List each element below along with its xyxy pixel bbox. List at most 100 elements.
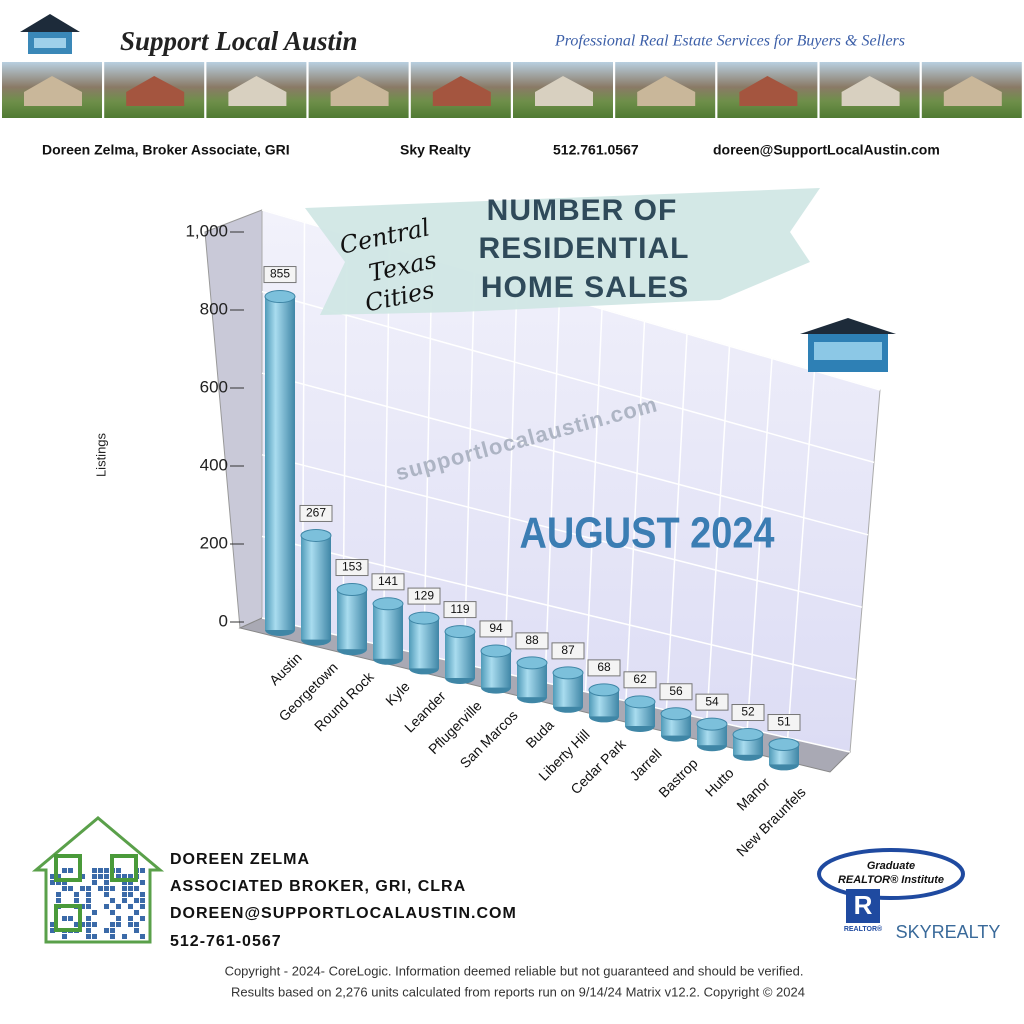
- value-label: 54: [705, 694, 719, 708]
- left-wall: [204, 209, 263, 629]
- qr-cell: [122, 934, 127, 939]
- grid-line: [261, 454, 863, 608]
- x-tick-label: Austin: [266, 649, 305, 688]
- qr-cell: [140, 892, 145, 897]
- qr-cell: [68, 886, 73, 891]
- wall-grid-line: [463, 271, 476, 665]
- value-label-box: [371, 573, 405, 591]
- agent-line: 512-761-0567: [170, 933, 282, 950]
- grid-line: [261, 372, 869, 536]
- qr-finder: [54, 854, 82, 882]
- qr-cell: [62, 934, 67, 939]
- qr-cell: [128, 886, 133, 891]
- x-tick-label: Manor: [733, 774, 773, 814]
- qr-cell: [122, 886, 127, 891]
- x-tick-label: Jarrell: [626, 745, 664, 783]
- qr-cell: [140, 934, 145, 939]
- photo-house: [228, 76, 287, 106]
- qr-cell: [80, 922, 85, 927]
- qr-cell: [128, 904, 133, 909]
- value-label: 52: [741, 705, 755, 719]
- bar-cap: [444, 625, 476, 639]
- value-label: 87: [561, 643, 575, 657]
- qr-cell: [116, 868, 121, 873]
- qr-cell: [50, 880, 55, 885]
- qr-cell: [122, 898, 127, 903]
- photo-house: [739, 76, 798, 106]
- logo-text: Graduate: [867, 860, 915, 872]
- qr-cell: [56, 898, 61, 903]
- qr-cell: [62, 886, 67, 891]
- qr-cell: [110, 898, 115, 903]
- agent-line: DOREEN@SUPPORTLOCALAUSTIN.COM: [170, 905, 517, 922]
- copyright: Copyright - 2024- CoreLogic. Information…: [225, 963, 804, 978]
- realtor-logo: [817, 848, 965, 900]
- qr-cell: [74, 922, 79, 927]
- subtitle: AUGUST 2024: [520, 509, 775, 558]
- qr-cell: [80, 886, 85, 891]
- bar-cap: [768, 738, 800, 752]
- value-label-box: [659, 683, 693, 701]
- contact-company: Sky Realty: [400, 142, 471, 158]
- qr-cell: [122, 892, 127, 897]
- qr-cell: [140, 904, 145, 909]
- y-axis-label: Listings: [93, 432, 108, 477]
- value-label: 56: [669, 684, 683, 698]
- y-tick-label: 1,000: [185, 221, 228, 240]
- x-tick-label: Bastrop: [655, 755, 701, 801]
- qr-cell: [104, 904, 109, 909]
- qr-cell: [92, 934, 97, 939]
- copyright: Results based on 2,276 units calculated …: [231, 984, 805, 999]
- value-label-box: [767, 714, 801, 732]
- qr-cell: [104, 886, 109, 891]
- qr-finder: [54, 904, 82, 932]
- qr-cell: [134, 922, 139, 927]
- value-label: 51: [777, 715, 791, 729]
- qr-cell: [122, 874, 127, 879]
- qr-cell: [116, 874, 121, 879]
- bar-cap: [552, 666, 584, 680]
- y-tick-label: 600: [200, 377, 228, 396]
- brand: Support Local Austin: [120, 26, 358, 56]
- bar-cap: [336, 583, 368, 597]
- tagline: Professional Real Estate Services for Bu…: [554, 33, 905, 50]
- qr-cell: [104, 868, 109, 873]
- bar-cap: [660, 707, 692, 721]
- qr-cell: [134, 928, 139, 933]
- qr-cell: [92, 874, 97, 879]
- qr-cell: [80, 904, 85, 909]
- qr-cell: [98, 886, 103, 891]
- qr-cell: [62, 916, 67, 921]
- value-label-box: [695, 693, 729, 711]
- qr-cell: [74, 892, 79, 897]
- title-line: RESIDENTIAL: [478, 232, 689, 265]
- bar-cap: [516, 656, 548, 670]
- qr-cell: [68, 868, 73, 873]
- wall-grid-line: [503, 284, 518, 674]
- qr-cell: [104, 928, 109, 933]
- photo-strip: [2, 62, 1022, 118]
- y-tick-label: 800: [200, 299, 228, 318]
- qr-cell: [62, 868, 67, 873]
- value-label-box: [623, 671, 657, 689]
- qr-cell: [92, 910, 97, 915]
- qr-cell: [92, 868, 97, 873]
- x-tick-label: Kyle: [382, 678, 413, 709]
- logo-text: REALTOR® Institute: [838, 874, 944, 886]
- qr-cell: [86, 922, 91, 927]
- qr-cell: [122, 880, 127, 885]
- grid-line: [261, 290, 875, 464]
- qr-cell: [80, 874, 85, 879]
- bar-cap: [624, 695, 656, 709]
- house-icon: [800, 318, 896, 372]
- bar: [409, 618, 439, 669]
- value-label-box: [299, 504, 333, 522]
- qr-cell: [110, 928, 115, 933]
- qr-cell: [128, 892, 133, 897]
- qr-cell: [110, 934, 115, 939]
- realtor-r: [846, 889, 880, 923]
- qr-cell: [86, 934, 91, 939]
- bar: [337, 589, 367, 650]
- value-label: 88: [525, 633, 539, 647]
- qr-cell: [116, 922, 121, 927]
